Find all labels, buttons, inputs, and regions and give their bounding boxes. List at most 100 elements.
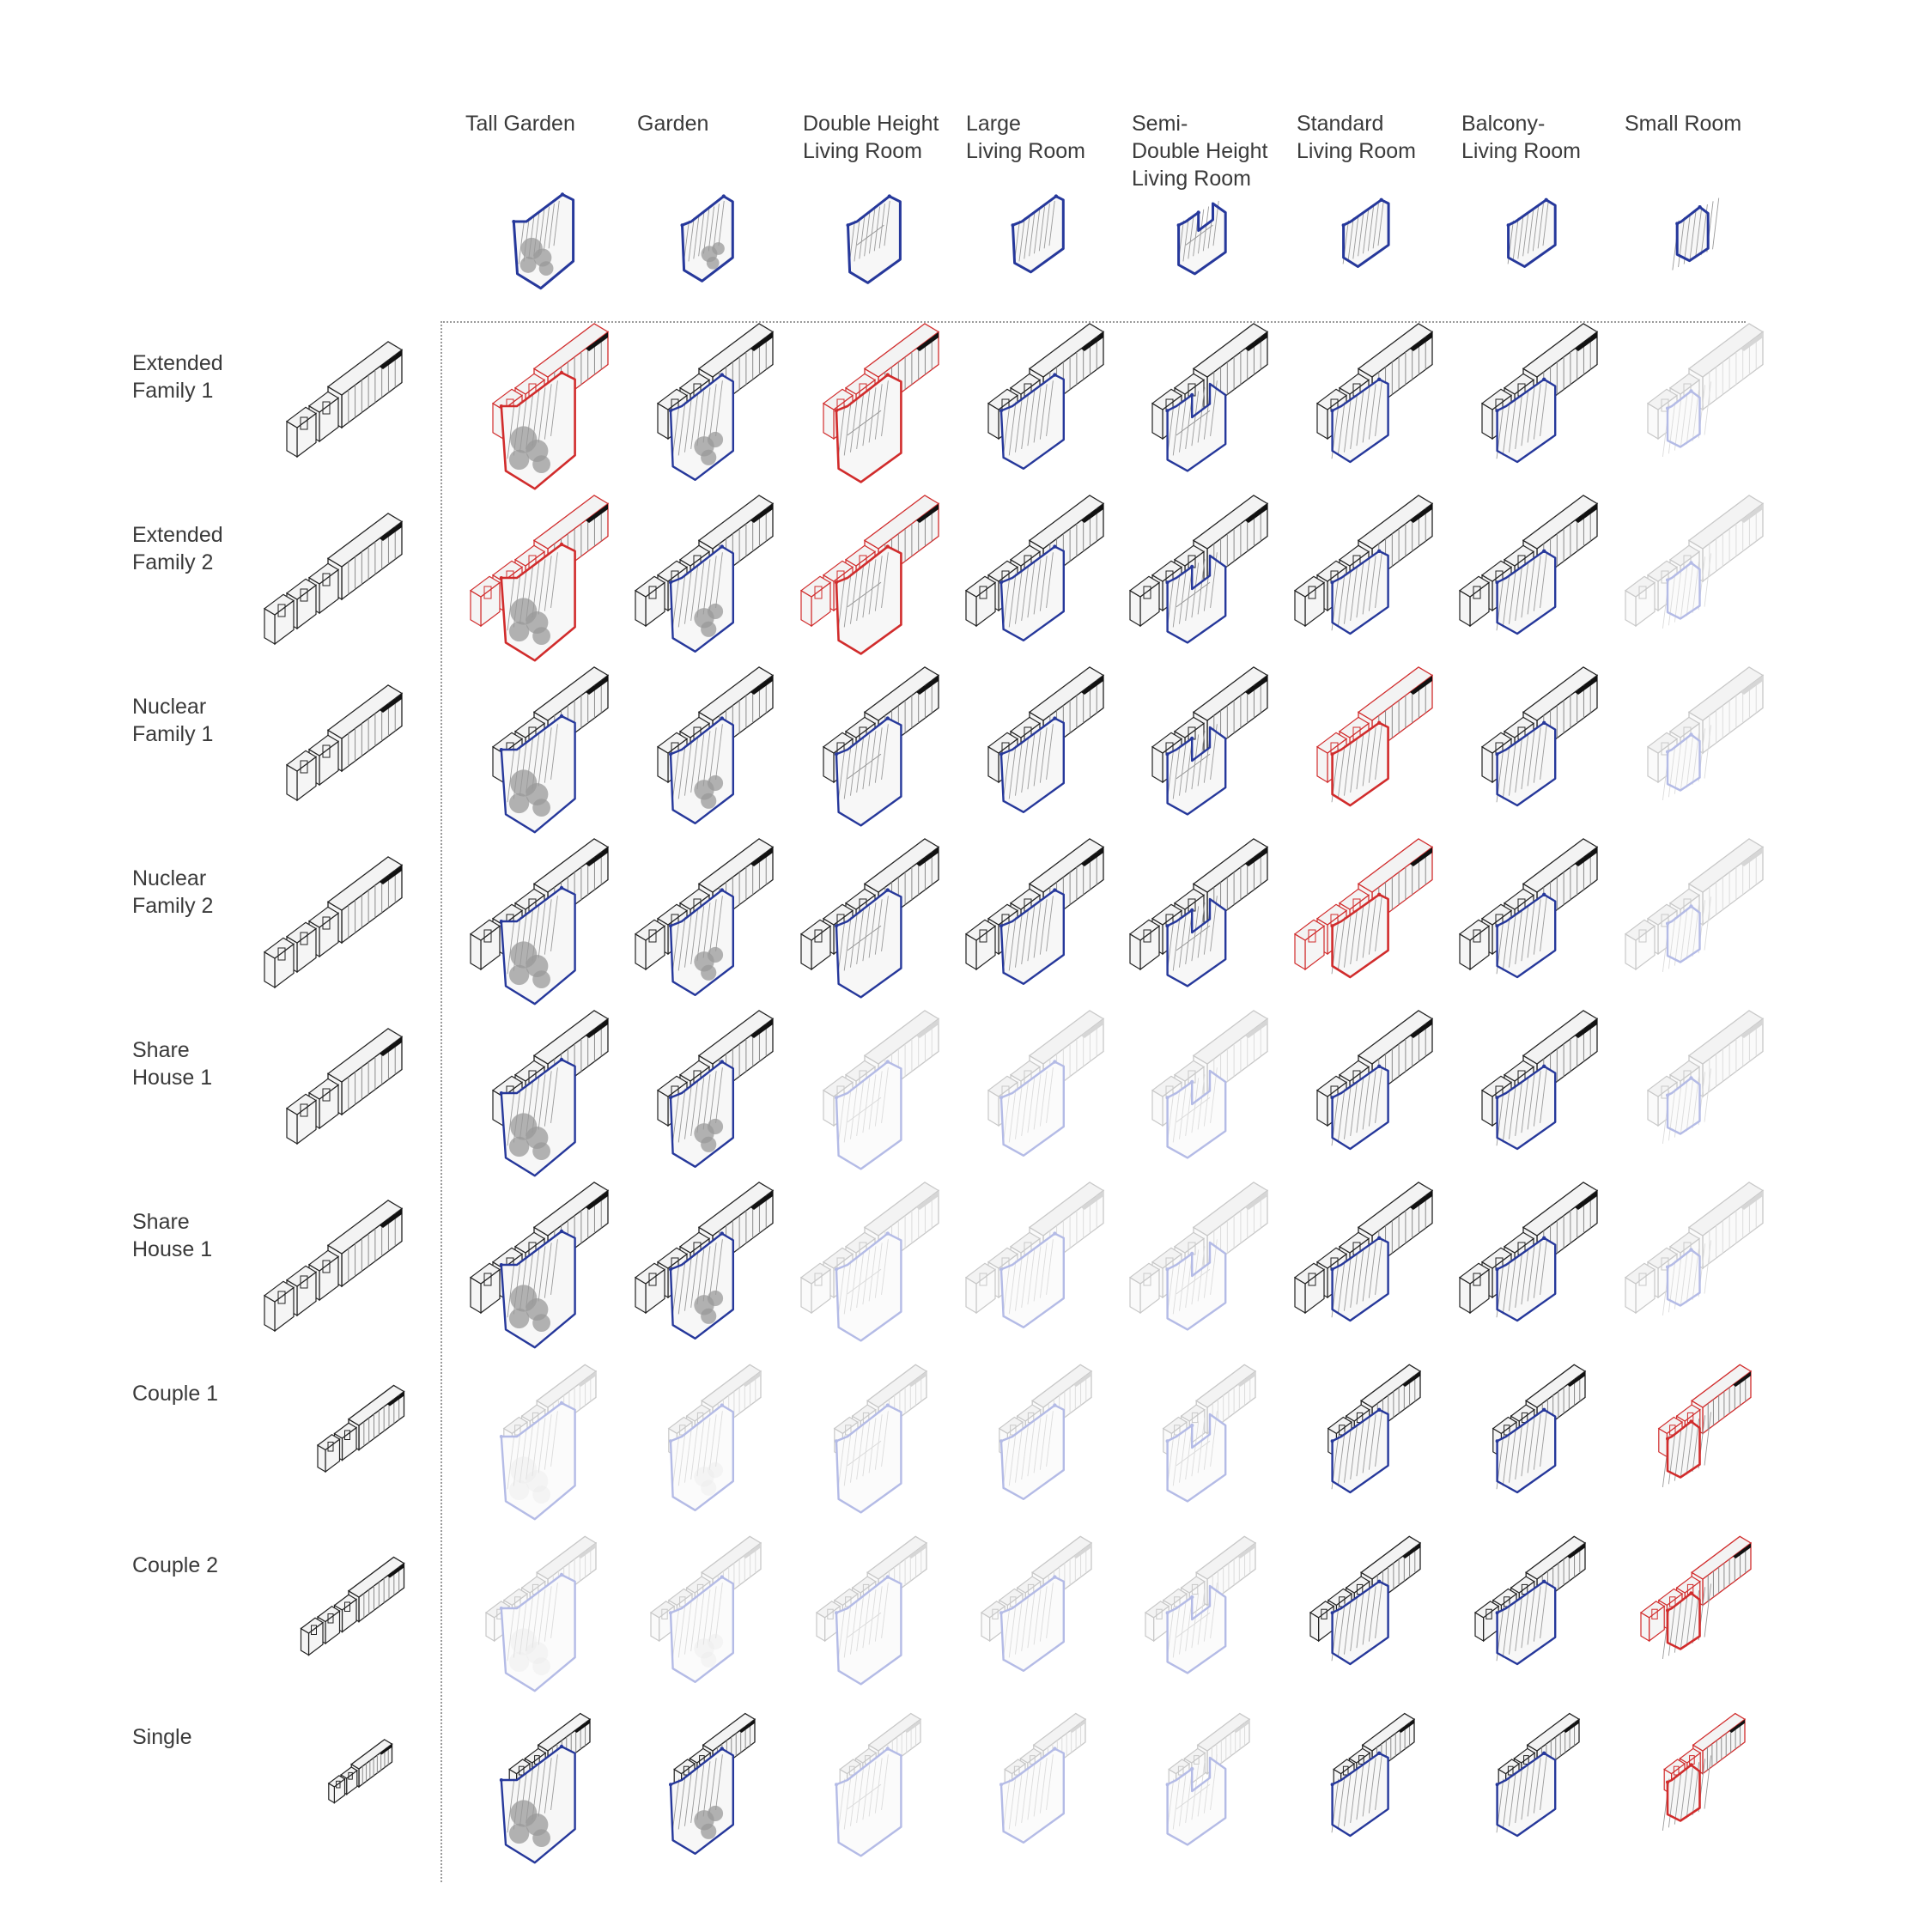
combination-cell-compatible	[464, 1010, 610, 1177]
household-label-line: Nuclear	[132, 866, 207, 890]
household-label: Share House 1	[132, 1036, 304, 1091]
combination-cell-incompatible	[1619, 838, 1765, 1003]
combination-cell-incompatible	[959, 1535, 1097, 1690]
room-type-label: Large	[966, 112, 1021, 136]
household-label-line: Share	[132, 1210, 190, 1234]
room-type-label: Standard	[1297, 112, 1384, 136]
room-type-label: Living Room	[966, 139, 1085, 163]
room-type-header: Balcony- Living Room	[1461, 110, 1625, 165]
couple-1-unit-icon	[280, 1372, 409, 1510]
household-label-line: Single	[132, 1725, 192, 1749]
household-label: Nuclear Family 2	[132, 865, 304, 920]
combination-cell-compatible	[1453, 323, 1599, 488]
room-type-header: Tall Garden	[465, 110, 629, 137]
balcony-living-room-module-icon	[1483, 185, 1560, 297]
share-house-1-unit-icon	[280, 1028, 409, 1166]
room-type-label: Garden	[637, 112, 709, 136]
small-room-module-icon	[1649, 185, 1726, 297]
combination-cell-incompatible	[959, 1010, 1105, 1175]
single-unit-icon	[280, 1716, 409, 1853]
combination-cell-incompatible	[959, 1182, 1105, 1346]
combination-cell-compatible	[629, 1711, 766, 1862]
combination-cell-incompatible	[1619, 323, 1765, 488]
room-type-label: Living Room	[1297, 139, 1416, 163]
combination-cell-incompatible	[959, 1364, 1097, 1518]
nuclear-family-2-unit-icon	[263, 856, 409, 994]
combination-cell-compatible	[1288, 1182, 1434, 1346]
household-label: Couple 1	[132, 1380, 304, 1407]
combination-cell-incompatible	[794, 1182, 940, 1346]
household-label: Single	[132, 1723, 304, 1751]
combination-cell-compatible	[629, 1010, 775, 1175]
combination-cell-compatible	[1453, 1711, 1590, 1862]
room-type-header: Large Living Room	[966, 110, 1129, 165]
household-label: Couple 2	[132, 1552, 304, 1579]
combination-cell-incompatible	[1123, 1364, 1261, 1518]
combination-cell-incompatible	[959, 1711, 1097, 1862]
household-label-line: Couple 2	[132, 1553, 219, 1577]
combination-cell-compatible	[1288, 1010, 1434, 1175]
combination-cell-compatible	[959, 838, 1105, 1003]
standard-living-room-module-icon	[1318, 185, 1395, 297]
room-type-label: Semi-	[1132, 112, 1188, 136]
room-type-header: Small Room	[1625, 110, 1788, 137]
combination-cell-highlighted	[794, 323, 940, 488]
household-label: Extended Family 1	[132, 349, 304, 404]
combination-cell-compatible	[1123, 666, 1269, 831]
combination-cell-compatible	[1453, 1182, 1599, 1346]
combination-cell-compatible	[1288, 1364, 1425, 1518]
matrix-top-divider	[440, 321, 1746, 323]
combination-cell-highlighted	[1619, 1711, 1756, 1862]
combination-cell-compatible	[1123, 323, 1269, 488]
combination-cell-compatible	[629, 1182, 775, 1346]
room-type-header: Semi- Double Height Living Room	[1132, 110, 1295, 192]
combination-cell-compatible	[464, 1711, 601, 1864]
combination-cell-compatible	[1288, 1535, 1425, 1690]
couple-2-unit-icon	[280, 1544, 409, 1681]
combination-cell-incompatible	[1619, 666, 1765, 831]
household-label: Nuclear Family 1	[132, 693, 304, 748]
combination-cell-compatible	[629, 323, 775, 488]
combination-cell-incompatible	[794, 1535, 932, 1690]
room-type-header: Double Height Living Room	[803, 110, 966, 165]
combination-cell-highlighted	[1619, 1364, 1756, 1518]
combination-cell-incompatible	[1123, 1182, 1269, 1346]
room-type-header: Standard Living Room	[1297, 110, 1460, 165]
room-type-header: Garden	[637, 110, 800, 137]
share-house-1-unit-icon	[263, 1200, 409, 1338]
combination-cell-highlighted	[1288, 666, 1434, 831]
combination-cell-compatible	[629, 495, 775, 659]
room-type-label: Tall Garden	[465, 112, 575, 136]
combination-cell-highlighted	[794, 495, 940, 659]
combination-cell-compatible	[1123, 495, 1269, 659]
combination-cell-incompatible	[794, 1711, 932, 1862]
combination-cell-compatible	[1453, 1364, 1590, 1518]
nuclear-family-1-unit-icon	[280, 684, 409, 823]
combination-cell-incompatible	[1619, 1182, 1765, 1346]
household-label-line: Nuclear	[132, 695, 207, 719]
household-label-line: Family 2	[132, 894, 214, 918]
combination-cell-incompatible	[1619, 495, 1765, 659]
household-label-line: Extended	[132, 523, 223, 547]
combination-cell-compatible	[794, 838, 940, 1003]
combination-cell-compatible	[1288, 323, 1434, 488]
combination-cell-incompatible	[464, 1364, 601, 1521]
combination-cell-compatible	[1123, 838, 1269, 1003]
combination-cell-compatible	[1453, 495, 1599, 659]
room-type-label: Small Room	[1625, 112, 1742, 136]
combination-cell-compatible	[629, 838, 775, 1003]
semi-double-height-living-room-module-icon	[1153, 185, 1230, 297]
combination-cell-compatible	[464, 1182, 610, 1349]
household-label: Extended Family 2	[132, 521, 304, 576]
household-label-line: Share	[132, 1038, 190, 1062]
combination-cell-compatible	[629, 666, 775, 831]
household-label-line: Extended	[132, 351, 223, 375]
combination-cell-compatible	[464, 666, 610, 834]
combination-cell-incompatible	[629, 1364, 766, 1518]
large-living-room-module-icon	[989, 185, 1066, 297]
household-label: Share House 1	[132, 1208, 304, 1263]
matrix-left-divider	[440, 321, 442, 1882]
combination-cell-incompatible	[464, 1535, 601, 1692]
combination-cell-compatible	[1453, 666, 1599, 831]
